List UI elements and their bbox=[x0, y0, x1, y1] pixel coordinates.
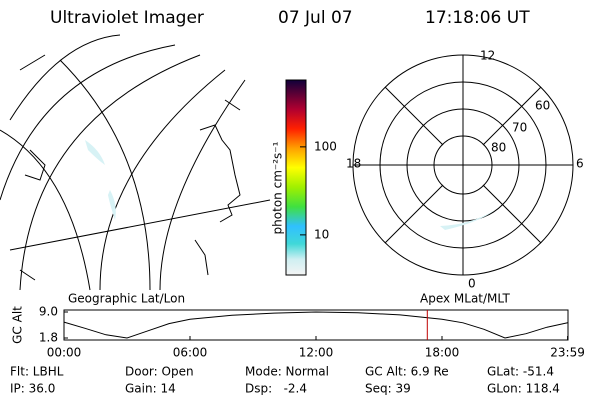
y-tick-label: 9.0 bbox=[39, 305, 58, 319]
time: 17:18:06 UT bbox=[425, 8, 530, 28]
hour-label: 6 bbox=[576, 157, 584, 171]
status-field: Seq: 39 bbox=[365, 382, 411, 396]
colorbar bbox=[285, 79, 307, 276]
colorbar-label: photon cm⁻²s⁻¹ bbox=[271, 141, 285, 234]
hour-label: 18 bbox=[346, 157, 361, 171]
hour-label: 12 bbox=[480, 49, 495, 63]
x-tick-label: 18:00 bbox=[425, 346, 460, 360]
hour-label: 0 bbox=[468, 277, 476, 291]
map bbox=[0, 34, 271, 291]
date: 07 Jul 07 bbox=[278, 8, 353, 28]
x-tick-label: 00:00 bbox=[47, 346, 82, 360]
status-field: Dsp: -2.4 bbox=[245, 382, 307, 396]
title: Ultraviolet Imager bbox=[50, 8, 204, 28]
lat-label: 60 bbox=[535, 99, 550, 113]
colorbar-tick-label: 10 bbox=[314, 227, 329, 241]
altitude-curve bbox=[63, 311, 568, 339]
status-field: GC Alt: 6.9 Re bbox=[365, 365, 449, 379]
status-field: GLon: 118.4 bbox=[487, 382, 560, 396]
altitude-frame bbox=[63, 309, 569, 341]
map-label: Geographic Lat/Lon bbox=[68, 292, 185, 306]
x-tick-label: 12:00 bbox=[299, 346, 334, 360]
altitude-ylabel: GC Alt bbox=[11, 306, 25, 344]
x-tick-label: 06:00 bbox=[173, 346, 208, 360]
lat-label: 80 bbox=[491, 141, 506, 155]
x-tick-label: 23:59 bbox=[550, 346, 585, 360]
status-field: Flt: LBHL bbox=[10, 365, 64, 379]
status-field: GLat: -51.4 bbox=[487, 365, 554, 379]
polar-label: Apex MLat/MLT bbox=[420, 292, 510, 306]
status-field: IP: 36.0 bbox=[10, 382, 55, 396]
status-field: Gain: 14 bbox=[125, 382, 176, 396]
lat-label: 70 bbox=[512, 121, 527, 135]
colorbar-tick-label: 100 bbox=[314, 139, 337, 153]
y-tick-label: 1.8 bbox=[39, 331, 58, 345]
status-field: Mode: Normal bbox=[245, 365, 329, 379]
status-field: Door: Open bbox=[125, 365, 194, 379]
polar-grid bbox=[352, 54, 574, 276]
